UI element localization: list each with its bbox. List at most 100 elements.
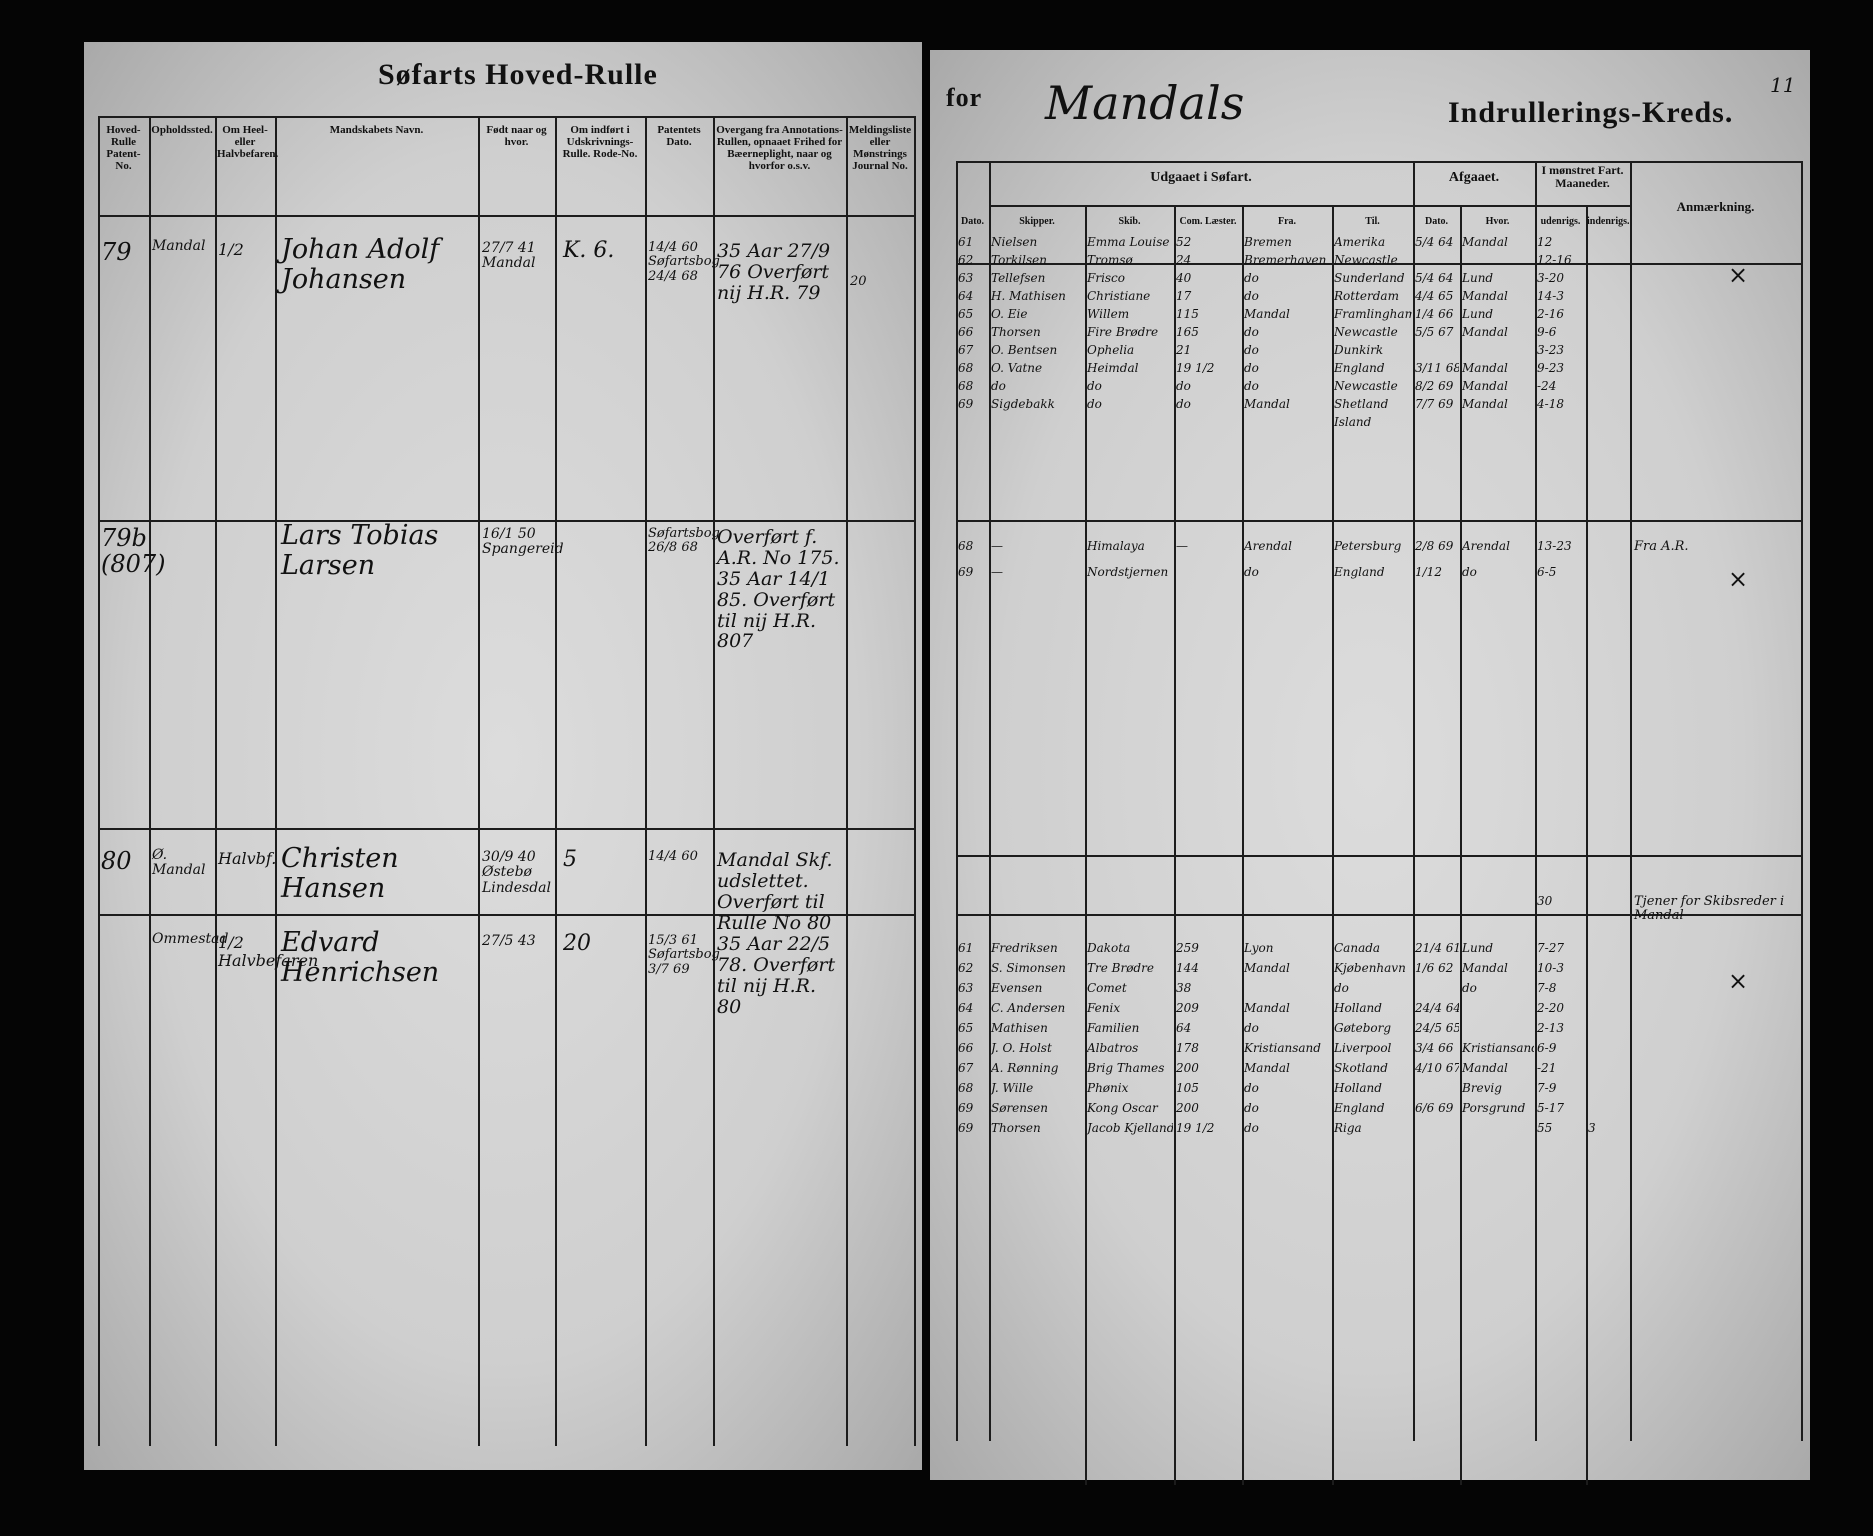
- voyage-abroad: 9-23: [1537, 362, 1564, 375]
- voyage-abroad: 6-5: [1537, 566, 1557, 579]
- voyage-to: Newcastle: [1334, 254, 1398, 267]
- voyage-lasts: 200: [1176, 1062, 1199, 1075]
- rule-line: [956, 914, 1803, 916]
- left-page: [84, 42, 922, 1470]
- column-header: Dato.: [1424, 216, 1449, 227]
- voyage-dep-date: 3/4 66: [1415, 1042, 1454, 1055]
- voyage-date: 65: [958, 308, 974, 321]
- rule-line: [98, 116, 100, 1446]
- entry-born: 27/5 43: [482, 933, 536, 949]
- voyage-dep-date: 2/8 69: [1415, 540, 1454, 553]
- voyage-skipper: Torkilsen: [991, 254, 1047, 267]
- entry-transfer: 35 Aar 22/5 78. Overført til nij H.R. 80: [717, 933, 836, 1018]
- voyage-lasts: —: [1176, 540, 1188, 553]
- voyage-lasts: 144: [1176, 962, 1199, 975]
- rule-line: [989, 161, 991, 1441]
- entry-patent: 14/4 60 Søfartsbog 24/4 68: [648, 240, 720, 284]
- entry-transfer: Mandal Skf. udslettet. Overført til Rull…: [717, 849, 833, 934]
- voyage-skipper: O. Bentsen: [991, 344, 1058, 357]
- cancel-mark: ×: [1728, 565, 1749, 593]
- entry-number: 79b (807): [101, 524, 166, 579]
- rule-line: [956, 520, 1803, 522]
- voyage-abroad: 10-3: [1537, 962, 1564, 975]
- rule-line: [1174, 205, 1176, 1485]
- voyage-dep-place: do: [1462, 982, 1477, 995]
- entry-name: Christen Hansen: [281, 843, 399, 904]
- entry-born: 30/9 40 Østebø Lindesdal: [482, 849, 552, 896]
- voyage-abroad: 55: [1537, 1122, 1553, 1135]
- column-header: Hvor.: [1485, 216, 1510, 227]
- entry-rating: Halvbf.: [218, 849, 277, 868]
- voyage-dep-date: 24/4 64: [1415, 1002, 1459, 1015]
- voyage-ship: Phønix: [1087, 1082, 1129, 1095]
- voyage-abroad: 12: [1537, 236, 1553, 249]
- voyage-dep-place: Mandal: [1462, 290, 1508, 303]
- voyage-abroad: 2-16: [1537, 308, 1564, 321]
- voyage-date: 68: [958, 380, 974, 393]
- voyage-abroad: 5-17: [1537, 1102, 1564, 1115]
- voyage-to: Newcastle: [1334, 380, 1398, 393]
- voyage-date: 61: [958, 236, 974, 249]
- voyage-lasts: 259: [1176, 942, 1199, 955]
- rule-line: [98, 116, 916, 118]
- voyage-lasts: 40: [1176, 272, 1192, 285]
- voyage-to: Rotterdam: [1334, 290, 1399, 303]
- entry-rode: 5: [563, 847, 577, 872]
- voyage-abroad: 3-23: [1537, 344, 1564, 357]
- rule-line: [1535, 161, 1537, 1441]
- voyage-date: 63: [958, 272, 974, 285]
- voyage-date: 62: [958, 254, 974, 267]
- voyage-dep-date: 6/6 69: [1415, 1102, 1454, 1115]
- rule-line: [956, 161, 958, 1441]
- voyage-ship: Ophelia: [1087, 344, 1135, 357]
- voyage-from: do: [1244, 1122, 1259, 1135]
- column-header: udenrigs.: [1540, 216, 1581, 227]
- voyage-from: do: [1244, 1082, 1259, 1095]
- voyage-skipper: do: [991, 380, 1006, 393]
- voyage-to: Riga: [1334, 1122, 1362, 1135]
- voyage-to: Island: [1334, 416, 1372, 429]
- voyage-abroad: -21: [1537, 1062, 1557, 1075]
- column-header: Hoved-Rulle Patent-No.: [106, 124, 141, 173]
- voyage-to: England: [1334, 362, 1385, 375]
- voyage-date: 61: [958, 942, 974, 955]
- column-header: Skib.: [1118, 216, 1141, 227]
- voyage-ship: Comet: [1087, 982, 1127, 995]
- entry-number: 80: [101, 847, 132, 875]
- rule-line: [1586, 205, 1588, 1485]
- voyage-abroad: 2-13: [1537, 1022, 1564, 1035]
- entry-residence: Ø. Mandal: [152, 847, 206, 879]
- column-header: Født naar og hvor.: [486, 124, 547, 149]
- title-for: for: [946, 83, 983, 112]
- voyage-from: Mandal: [1244, 962, 1290, 975]
- voyage-abroad: 13-23: [1537, 540, 1572, 553]
- voyage-from: do: [1244, 566, 1259, 579]
- entry-journal: 20: [850, 274, 867, 289]
- voyage-ship: do: [1087, 380, 1102, 393]
- voyage-to: Kjøbenhavn: [1334, 962, 1406, 975]
- rule-line: [989, 205, 1630, 207]
- voyage-ship: Dakota: [1087, 942, 1131, 955]
- column-header: Meldingsliste eller Mønstrings Journal N…: [848, 124, 912, 173]
- voyage-from: do: [1244, 1102, 1259, 1115]
- voyage-to: Newcastle: [1334, 326, 1398, 339]
- rule-line: [1630, 161, 1632, 1441]
- voyage-dep-place: Brevig: [1462, 1082, 1502, 1095]
- voyage-dep-place: Mandal: [1462, 326, 1508, 339]
- rule-line: [275, 116, 277, 1446]
- group-header: Udgaaet i Søfart.: [1150, 170, 1252, 185]
- rule-line: [914, 116, 916, 1446]
- column-header: Om indført i Udskrivnings-Rulle. Rode-No…: [562, 124, 638, 161]
- voyage-date: 66: [958, 1042, 974, 1055]
- voyage-to: Gøteborg: [1334, 1022, 1392, 1035]
- entry-born: 27/7 41 Mandal: [482, 240, 536, 272]
- voyage-from: Mandal: [1244, 398, 1290, 411]
- voyage-lasts: 200: [1176, 1102, 1199, 1115]
- rule-line: [1242, 205, 1244, 1485]
- rule-line: [1413, 161, 1415, 1441]
- voyage-abroad: 3-20: [1537, 272, 1564, 285]
- voyage-ship: do: [1087, 398, 1102, 411]
- voyage-dep-place: do: [1462, 566, 1477, 579]
- voyage-to: England: [1334, 566, 1385, 579]
- group-header: I mønstret Fart. Maaneder.: [1541, 163, 1624, 191]
